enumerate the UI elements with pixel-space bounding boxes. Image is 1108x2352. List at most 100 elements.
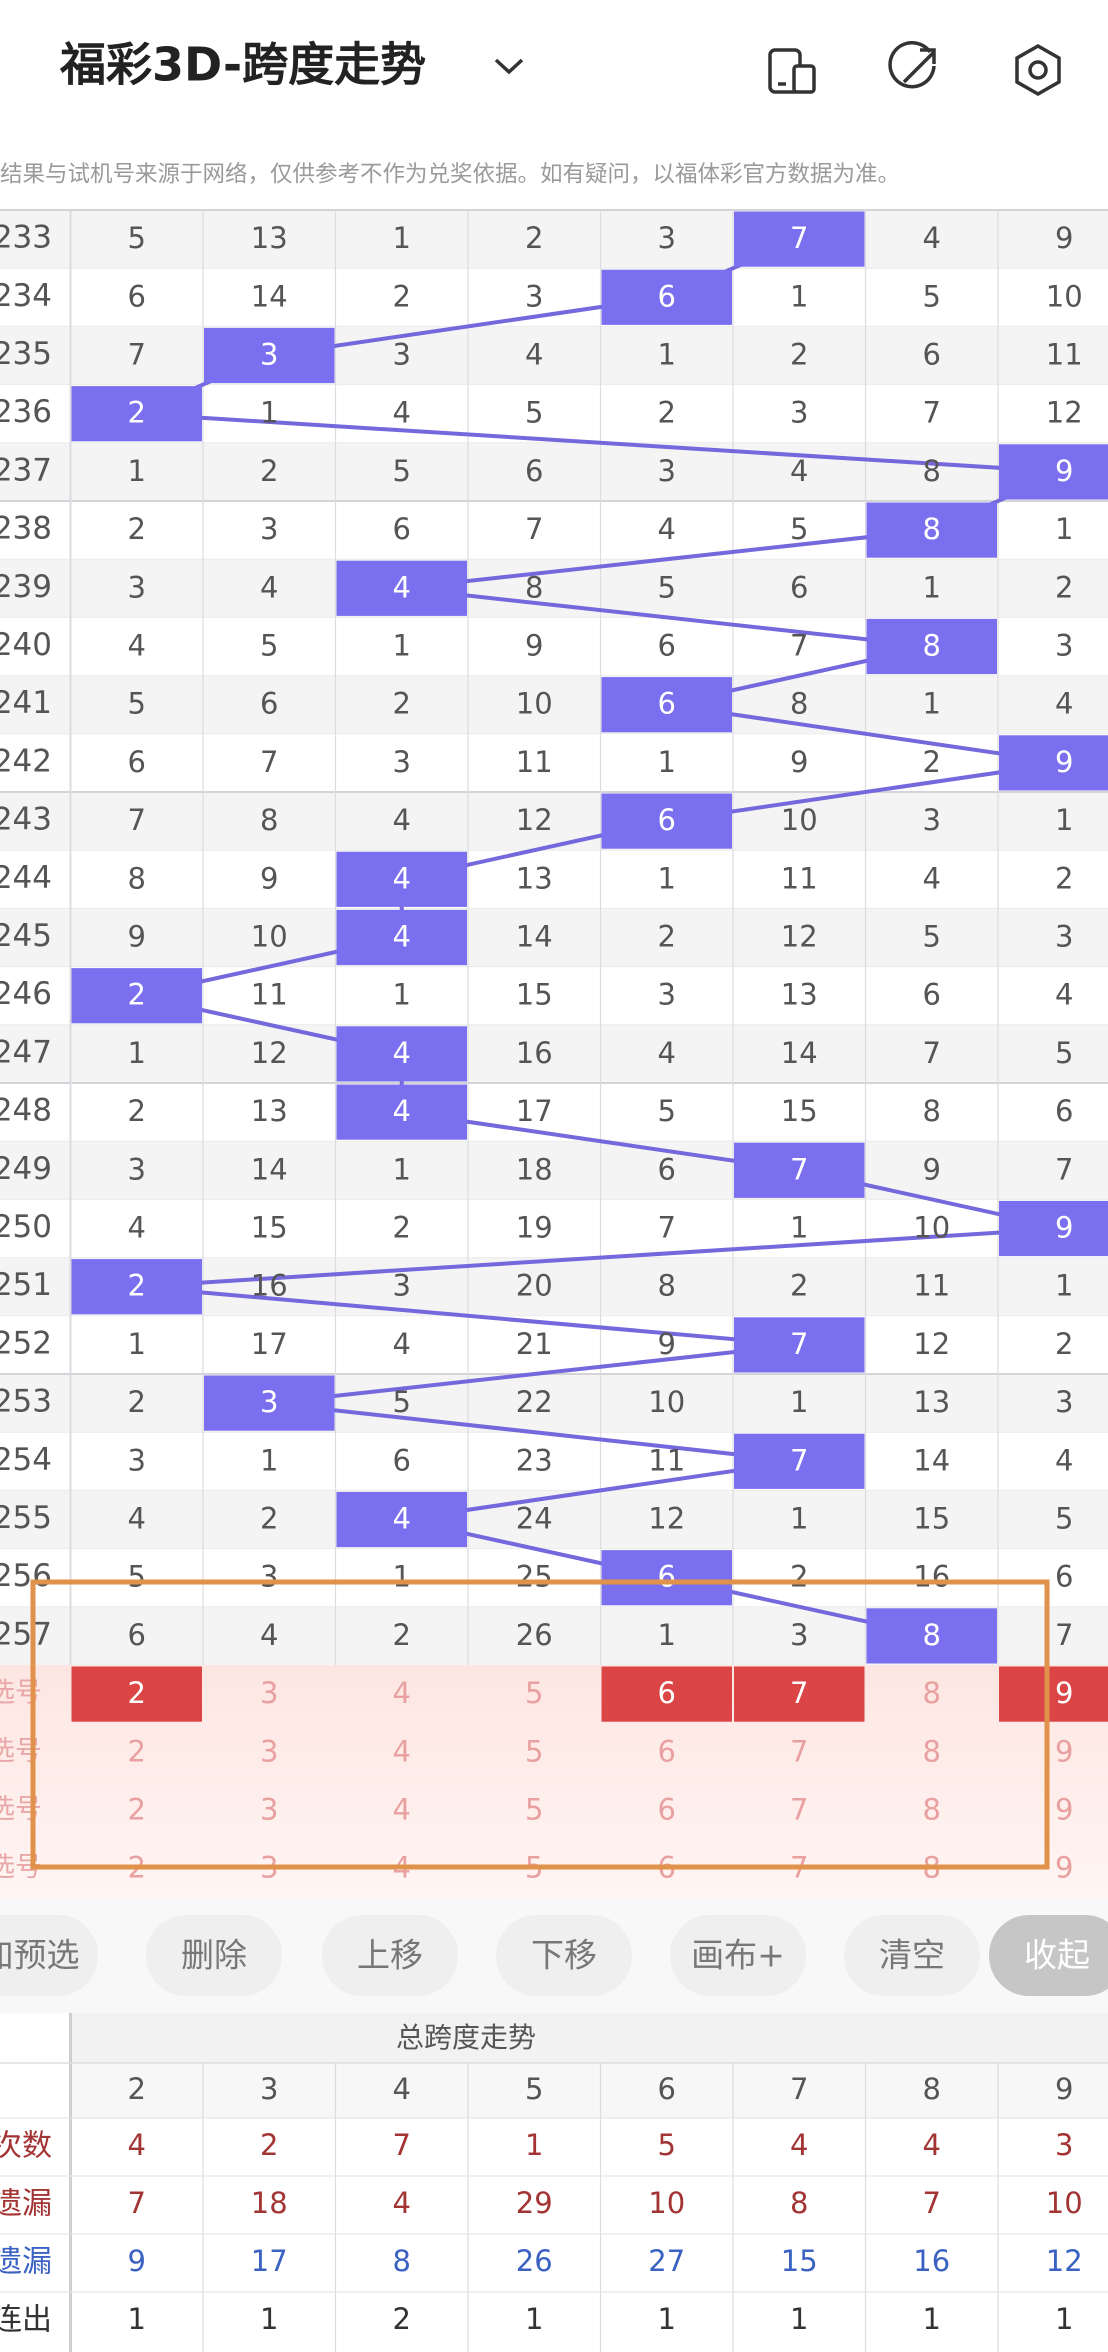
summary-value: 1 xyxy=(790,2302,808,2336)
picker-number[interactable]: 3 xyxy=(260,1793,278,1827)
hit-cell xyxy=(71,968,202,1024)
omission-number: 1 xyxy=(923,570,941,604)
summary-value: 12 xyxy=(1046,2244,1083,2278)
summary-title-bg xyxy=(70,2013,1108,2063)
picker-number[interactable]: 9 xyxy=(1055,1734,1073,1768)
device-icon[interactable] xyxy=(768,48,816,94)
hit-cell xyxy=(999,1200,1108,1257)
picker-number[interactable]: 5 xyxy=(525,1676,543,1710)
hit-cell xyxy=(999,735,1108,791)
omission-number: 5 xyxy=(658,1094,676,1128)
hit-cell xyxy=(336,1491,467,1548)
omission-number: 13 xyxy=(251,1094,288,1128)
period-label: 251 xyxy=(0,1267,52,1303)
picker-number[interactable]: 5 xyxy=(525,1793,543,1827)
period-label: 249 xyxy=(0,1151,52,1187)
omission-number: 17 xyxy=(251,1327,288,1361)
omission-number: 10 xyxy=(1046,279,1083,313)
period-label: 237 xyxy=(0,452,52,488)
trend-line xyxy=(666,760,1065,824)
picker-number[interactable]: 6 xyxy=(658,1734,676,1768)
omission-number: 10 xyxy=(781,803,818,837)
omission-number: 3 xyxy=(393,1269,411,1303)
summary-value: 1 xyxy=(525,2128,543,2162)
picker-number[interactable]: 3 xyxy=(260,1676,278,1710)
omission-number: 3 xyxy=(658,454,676,488)
omission-number: 3 xyxy=(525,279,543,313)
picker-number[interactable]: 7 xyxy=(790,1676,808,1710)
summary-column-header: 7 xyxy=(790,2072,808,2106)
button-label[interactable]: 清空 xyxy=(879,1936,945,1975)
omission-number: 13 xyxy=(251,221,288,255)
row-background xyxy=(0,326,1108,385)
omission-number: 1 xyxy=(658,1618,676,1652)
picker-number[interactable]: 9 xyxy=(1055,1676,1073,1710)
picker-number[interactable]: 8 xyxy=(923,1734,941,1768)
picker-number[interactable]: 3 xyxy=(260,1734,278,1768)
button-label[interactable]: 下移 xyxy=(531,1936,597,1975)
picker-number[interactable]: 4 xyxy=(393,1734,411,1768)
omission-number: 6 xyxy=(923,338,941,372)
button-label[interactable]: 收起 xyxy=(1024,1936,1090,1975)
trend-line xyxy=(136,1226,1065,1289)
summary-header-bg xyxy=(70,2063,1108,2118)
omission-number: 1 xyxy=(393,978,411,1012)
hit-cell xyxy=(336,851,467,907)
trend-line xyxy=(401,1110,800,1173)
omission-number: 4 xyxy=(525,338,543,372)
button-label[interactable]: 上移 xyxy=(357,1936,423,1975)
picker-number[interactable]: 7 xyxy=(790,1734,808,1768)
omission-number: 2 xyxy=(128,1385,146,1419)
button[interactable] xyxy=(322,1915,458,1996)
button[interactable] xyxy=(146,1915,282,1996)
summary-row-label: 次数 xyxy=(0,2129,52,2164)
omission-number: 15 xyxy=(913,1502,950,1536)
omission-number: 26 xyxy=(516,1618,553,1652)
hit-number: 2 xyxy=(128,1269,146,1303)
picker-number[interactable]: 6 xyxy=(658,1793,676,1827)
omission-number: 7 xyxy=(1055,1152,1073,1186)
picker-number[interactable]: 2 xyxy=(128,1676,146,1710)
button[interactable] xyxy=(989,1915,1108,1996)
picker-number[interactable]: 9 xyxy=(1055,1793,1073,1827)
picker-number[interactable]: 2 xyxy=(128,1734,146,1768)
hit-cell xyxy=(734,211,865,267)
button-label[interactable]: 删除 xyxy=(181,1936,247,1975)
picker-number[interactable]: 5 xyxy=(525,1734,543,1768)
hit-cell xyxy=(204,327,335,384)
period-label: 247 xyxy=(0,1034,52,1070)
dropdown-icon[interactable] xyxy=(494,58,524,75)
picker-number[interactable]: 2 xyxy=(128,1793,146,1827)
picker-number[interactable]: 8 xyxy=(923,1793,941,1827)
button[interactable] xyxy=(844,1915,980,1996)
picker-number[interactable]: 6 xyxy=(658,1676,676,1710)
picker-number[interactable]: 8 xyxy=(923,1676,941,1710)
omission-number: 2 xyxy=(260,1502,278,1536)
period-label: 243 xyxy=(0,802,52,838)
period-label: 248 xyxy=(0,1093,52,1129)
omission-number: 8 xyxy=(790,687,808,721)
settings-icon[interactable] xyxy=(1015,43,1061,97)
omission-number: 2 xyxy=(525,221,543,255)
omission-number: 1 xyxy=(1055,1269,1073,1303)
picker-number[interactable]: 9 xyxy=(1055,1851,1073,1885)
button[interactable] xyxy=(496,1915,632,1996)
hit-cell xyxy=(734,1142,865,1198)
summary-value: 16 xyxy=(913,2244,950,2278)
omission-number: 1 xyxy=(393,221,411,255)
omission-number: 3 xyxy=(128,1152,146,1186)
period-label: 238 xyxy=(0,511,52,547)
share-icon[interactable] xyxy=(888,41,936,89)
hit-number: 3 xyxy=(260,1385,278,1419)
summary-value: 1 xyxy=(260,2302,278,2336)
omission-number: 1 xyxy=(260,1443,278,1477)
button[interactable] xyxy=(0,1915,98,1996)
button-label[interactable]: 画布+ xyxy=(691,1936,785,1975)
picker-number[interactable]: 4 xyxy=(393,1793,411,1827)
picker-number[interactable]: 7 xyxy=(790,1793,808,1827)
button-label[interactable]: 加预选 xyxy=(0,1936,80,1975)
picker-number[interactable]: 4 xyxy=(393,1676,411,1710)
row-background xyxy=(0,675,1108,734)
button[interactable] xyxy=(670,1915,806,1996)
